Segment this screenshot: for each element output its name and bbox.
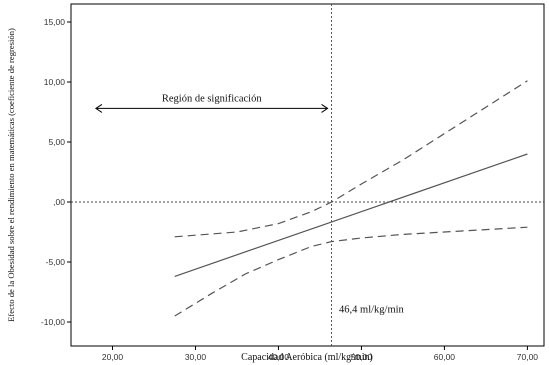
reference-lines bbox=[71, 4, 544, 346]
region-label: Región de significación bbox=[162, 93, 262, 104]
region-arrow-head-left bbox=[94, 103, 103, 113]
threshold-label: 46,4 ml/kg/min bbox=[339, 304, 405, 315]
y-axis-ticks: -10,00 -5,00 ,00 5,00 10,00 15,00 bbox=[41, 17, 71, 327]
y-tick-label: -5,00 bbox=[46, 257, 66, 267]
x-tick-label: 70,00 bbox=[517, 352, 539, 362]
y-tick-label: ,00 bbox=[53, 197, 65, 207]
x-tick-label: 40,00 bbox=[268, 352, 290, 362]
y-axis-label: Efecto de la Obesidad sobre el rendimien… bbox=[6, 28, 16, 322]
y-tick-label: 10,00 bbox=[44, 77, 66, 87]
series-line-estimate bbox=[174, 153, 528, 277]
series-line-upper-ci bbox=[174, 80, 528, 238]
series-line-lower-ci bbox=[174, 226, 528, 317]
series-layer bbox=[174, 80, 528, 317]
x-tick-label: 20,00 bbox=[102, 352, 124, 362]
x-tick-label: 60,00 bbox=[434, 352, 456, 362]
annotation-layer: Región de significación 46,4 ml/kg/min bbox=[94, 93, 405, 315]
x-axis-ticks: 20,00 30,00 40,00 50,00 60,00 70,00 bbox=[102, 346, 538, 362]
region-arrow-head-right bbox=[321, 103, 329, 113]
x-axis-label: Capacidad Aeróbica (ml/kg/min) bbox=[241, 352, 373, 363]
x-tick-label: 50,00 bbox=[351, 352, 373, 362]
y-tick-label: -10,00 bbox=[41, 317, 65, 327]
plot-frame bbox=[70, 3, 545, 347]
y-tick-label: 15,00 bbox=[44, 17, 66, 27]
y-tick-label: 5,00 bbox=[48, 137, 65, 147]
x-tick-label: 30,00 bbox=[185, 352, 207, 362]
